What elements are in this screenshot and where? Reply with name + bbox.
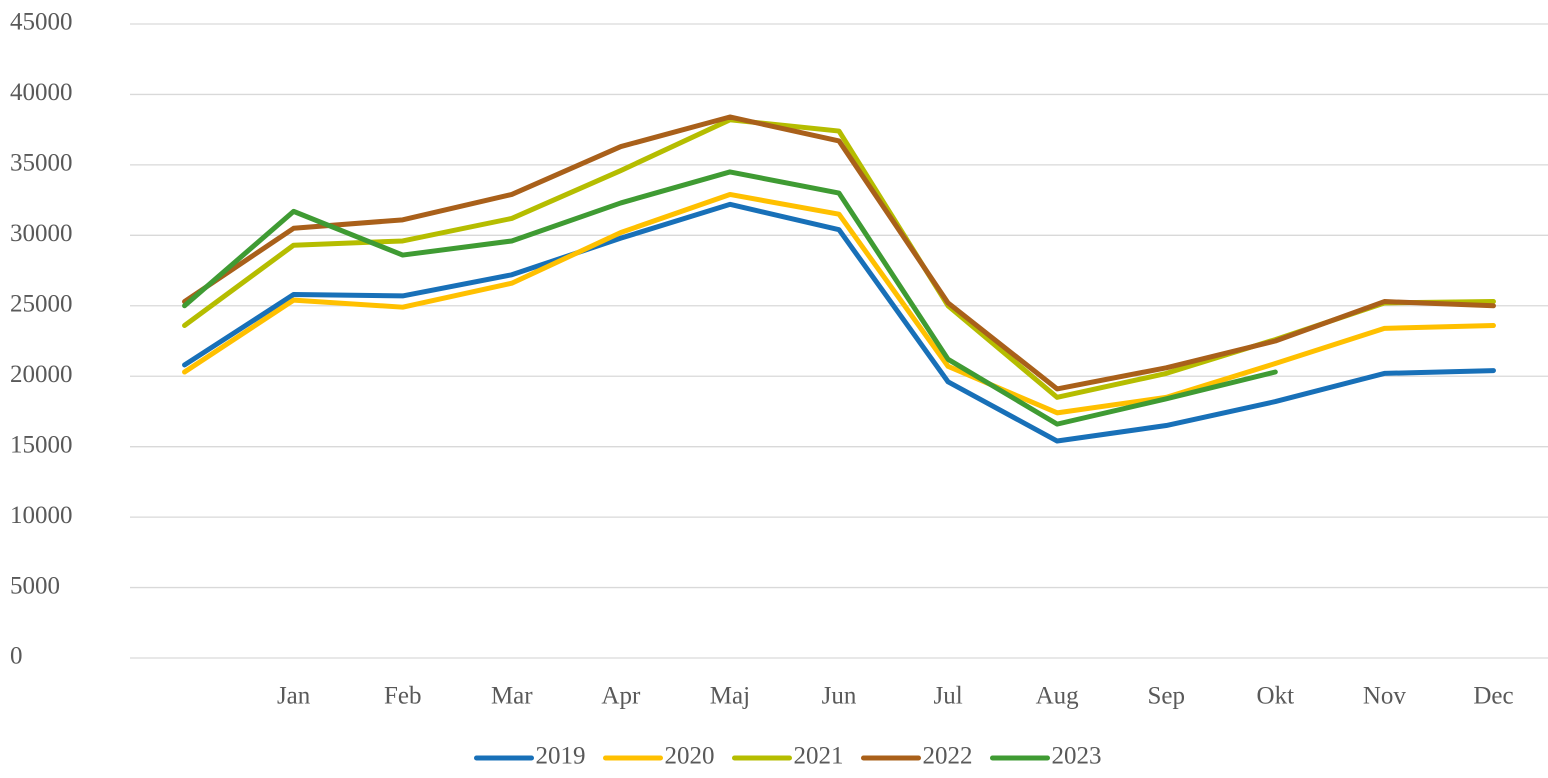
legend-label: 2020	[665, 743, 715, 770]
y-tick-label: 15000	[10, 431, 73, 458]
y-tick-label: 20000	[10, 361, 73, 388]
y-tick-label: 5000	[10, 572, 60, 599]
x-tick-label: Jul	[933, 683, 962, 710]
legend-label: 2021	[794, 743, 844, 770]
x-tick-label: Mar	[491, 683, 533, 710]
x-tick-label: Okt	[1257, 683, 1295, 710]
series-line	[182, 191, 1496, 416]
series-line	[182, 201, 1496, 444]
x-tick-label: Sep	[1147, 683, 1185, 710]
series-line	[182, 169, 1278, 427]
series-line	[182, 114, 1496, 392]
legend-label: 2023	[1052, 743, 1102, 770]
x-tick-label: Nov	[1363, 683, 1407, 710]
y-tick-label: 35000	[10, 150, 73, 177]
x-tick-label: Jan	[277, 683, 311, 710]
y-tick-label: 30000	[10, 220, 73, 247]
x-tick-label: Maj	[710, 683, 750, 710]
x-tick-label: Apr	[601, 683, 641, 710]
legend-label: 2022	[923, 743, 973, 770]
legend-label: 2019	[536, 743, 586, 770]
y-tick-label: 40000	[10, 79, 73, 106]
y-tick-label: 10000	[10, 502, 73, 529]
x-tick-label: Feb	[384, 683, 422, 710]
y-tick-label: 45000	[10, 9, 73, 36]
x-tick-label: Jun	[822, 683, 857, 710]
x-tick-label: Aug	[1036, 683, 1080, 710]
y-tick-label: 25000	[10, 291, 73, 318]
y-tick-label: 0	[10, 643, 23, 670]
x-tick-label: Dec	[1473, 683, 1513, 710]
